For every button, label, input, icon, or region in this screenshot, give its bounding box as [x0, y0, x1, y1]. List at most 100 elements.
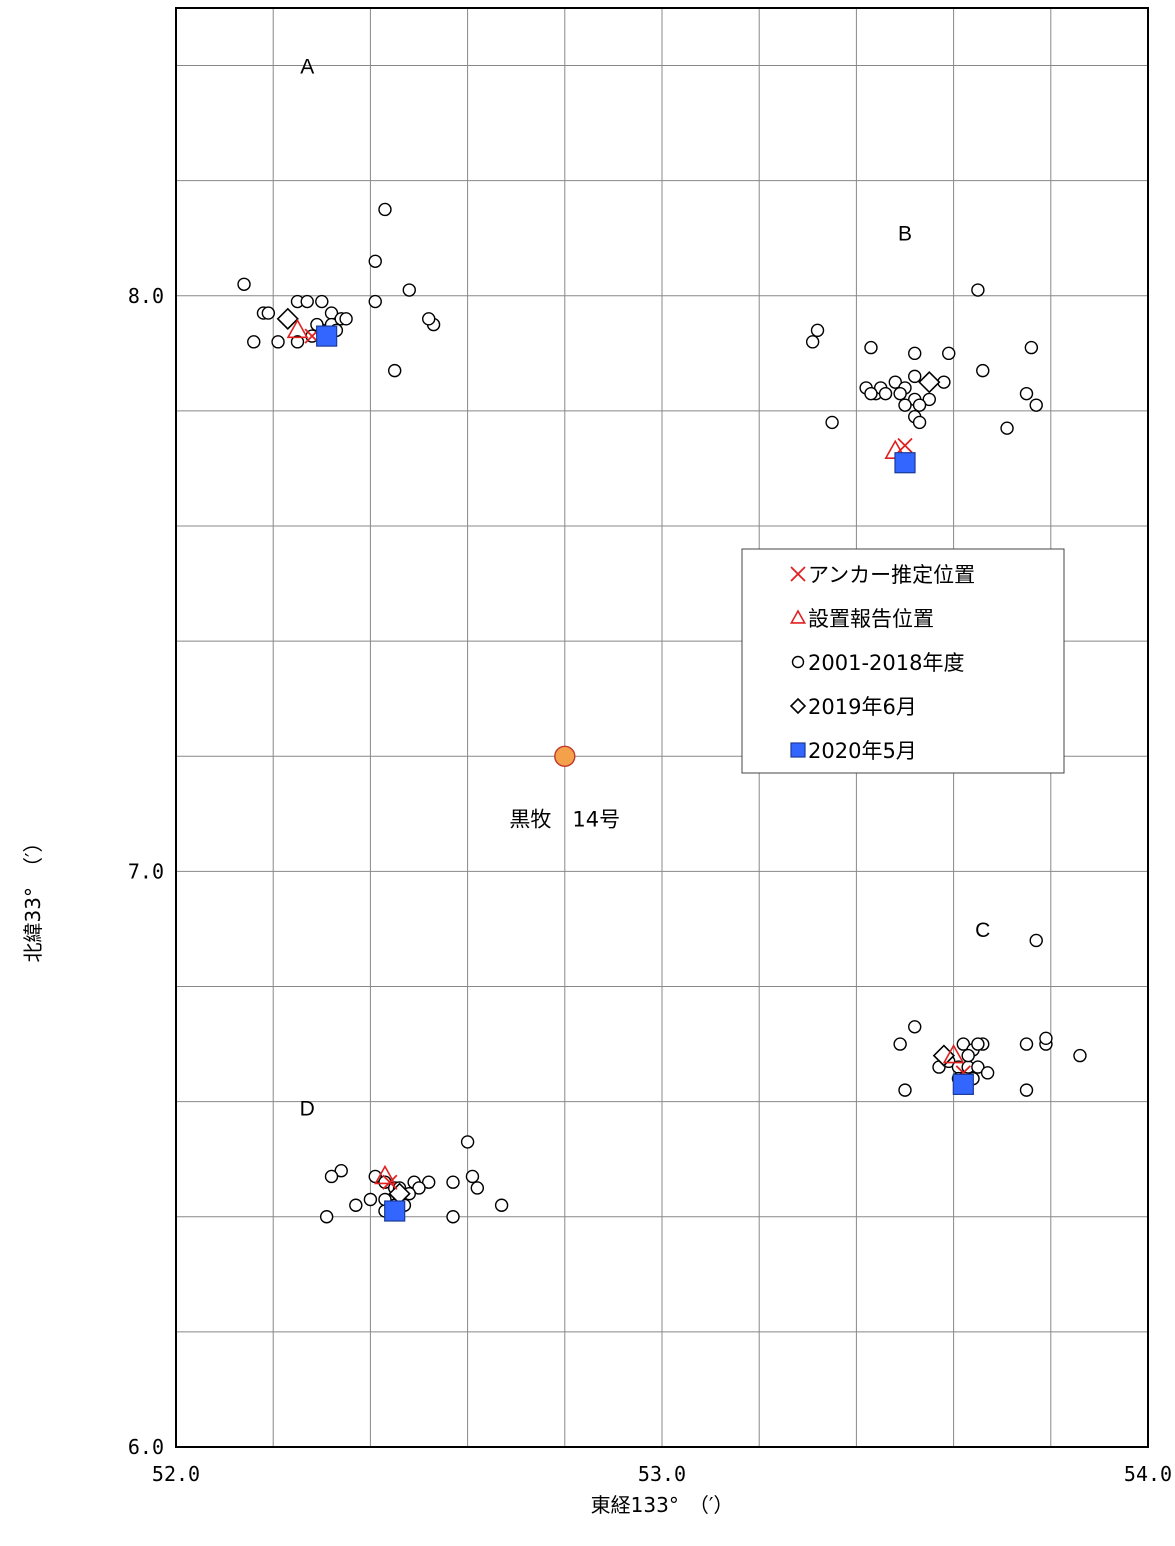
legend-marker-anchor-stroke [790, 566, 806, 582]
point-hist [363, 1192, 378, 1207]
point-hist [1000, 421, 1014, 435]
point-hist [319, 1210, 334, 1224]
point-hist [878, 386, 893, 401]
point-hist [470, 1181, 485, 1195]
point-hist [460, 1135, 475, 1149]
point-hist [893, 386, 907, 401]
point-hist [324, 1169, 339, 1184]
point-hist [912, 415, 927, 430]
point-hist [898, 1083, 912, 1097]
group-label: A [300, 56, 314, 79]
point-hist [1029, 398, 1043, 412]
legend-marker-y2020 [790, 742, 806, 758]
point-hist [888, 375, 902, 389]
point-hist [908, 1020, 922, 1034]
point-anchor [897, 437, 913, 454]
plot-frame [175, 7, 1149, 1448]
legend-marker-report [789, 609, 807, 624]
point-hist [864, 386, 878, 401]
point-hist [971, 1037, 985, 1051]
x-tick-label: 52.0 [152, 1462, 200, 1486]
point-y2019 [276, 307, 299, 330]
station-label: 黒牧 14号 [509, 807, 620, 831]
point-hist [334, 1164, 348, 1178]
point-hist [898, 398, 912, 412]
x-axis-title: 東経133° （′） [591, 1493, 734, 1517]
series-hist [237, 202, 1087, 1224]
point-hist [971, 283, 985, 297]
point-y2019 [918, 371, 941, 394]
legend-label-report: 設置報告位置 [808, 607, 934, 631]
point-hist [349, 1198, 363, 1212]
y-tick-label: 8.0 [128, 284, 164, 308]
point-hist [976, 363, 990, 378]
legend-label-hist: 2001-2018年度 [808, 651, 964, 675]
legend-marker-anchor [790, 566, 806, 582]
point-hist [446, 1210, 460, 1224]
point-hist [402, 283, 416, 297]
point-hist [388, 363, 402, 378]
point-hist [912, 398, 927, 412]
y-tick-label: 7.0 [128, 859, 164, 883]
point-hist [465, 1169, 480, 1184]
point-hist [1019, 1083, 1034, 1097]
point-hist [956, 1037, 971, 1051]
point-hist [412, 1181, 426, 1195]
legend-label-y2020: 2020年5月 [808, 739, 917, 763]
point-hist [961, 1048, 975, 1063]
point-hist [1073, 1048, 1087, 1063]
point-report [286, 318, 309, 339]
point-report [374, 1164, 396, 1185]
point-hist [315, 294, 329, 309]
series-marks [237, 202, 1087, 1224]
point-hist [237, 277, 251, 291]
point-hist [368, 254, 382, 268]
point-hist [494, 1198, 509, 1212]
point-hist [290, 335, 305, 349]
group-labels: A B C D [300, 56, 991, 1121]
point-anchor-stroke [897, 437, 913, 454]
point-y2020 [952, 1073, 974, 1095]
legend-label-y2019: 2019年6月 [808, 695, 917, 719]
point-hist [422, 312, 436, 326]
point-hist [922, 392, 936, 407]
point-hist [368, 294, 382, 309]
group-label: B [898, 222, 912, 245]
axis-ticks: 52.0 53.0 54.0 6.0 7.0 8.0 [128, 284, 1172, 1486]
series-y2019 [276, 307, 956, 1205]
point-hist [810, 323, 825, 338]
point-hist [1024, 340, 1039, 355]
legend-marker-hist [791, 655, 805, 669]
point-hist [864, 340, 878, 355]
point-hist [980, 1066, 995, 1080]
point-hist [1019, 386, 1034, 401]
legend-label-anchor: アンカー推定位置 [808, 563, 975, 587]
point-anchor [382, 1174, 398, 1190]
y-axis-title: 北緯33° （′） [21, 833, 45, 963]
point-hist [971, 1060, 985, 1074]
group-label: C [975, 919, 990, 942]
point-y2020 [316, 325, 338, 347]
station-marker [554, 745, 576, 767]
point-hist [378, 202, 392, 217]
point-hist [422, 1175, 436, 1189]
point-hist [446, 1175, 460, 1189]
point-hist [247, 335, 261, 349]
point-hist [942, 346, 956, 361]
point-hist [1029, 933, 1043, 948]
point-hist [300, 294, 314, 309]
point-hist [1019, 1037, 1034, 1051]
point-hist [271, 335, 285, 349]
point-y2020 [894, 452, 916, 474]
point-hist [908, 369, 922, 384]
point-hist [1039, 1031, 1053, 1046]
y-tick-label: 6.0 [128, 1435, 164, 1459]
legend-marker-y2019 [789, 697, 807, 715]
x-tick-label: 53.0 [638, 1462, 686, 1486]
series-y2020 [316, 325, 974, 1222]
x-tick-label: 54.0 [1124, 1462, 1172, 1486]
point-hist [339, 312, 353, 326]
station: 黒牧 14号 [509, 745, 620, 831]
point-hist [805, 335, 820, 349]
